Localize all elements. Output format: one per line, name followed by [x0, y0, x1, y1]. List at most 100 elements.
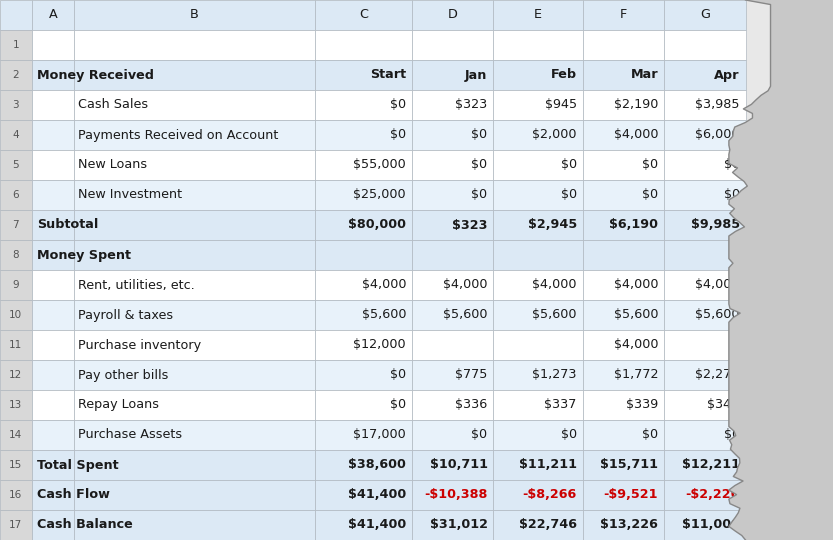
Text: 14: 14 — [9, 430, 22, 440]
Bar — [0, 60, 32, 90]
Bar — [664, 330, 746, 360]
Bar — [0, 120, 32, 150]
Text: $6,190: $6,190 — [609, 219, 658, 232]
Text: 16: 16 — [9, 490, 22, 500]
Text: $0: $0 — [561, 188, 576, 201]
Bar — [664, 90, 746, 120]
Bar — [315, 180, 412, 210]
Bar — [582, 150, 664, 180]
Text: $336: $336 — [456, 399, 487, 411]
Bar — [74, 390, 315, 420]
Bar — [74, 330, 315, 360]
Bar — [412, 180, 493, 210]
Text: $5,600: $5,600 — [362, 308, 406, 321]
Bar — [315, 420, 412, 450]
Text: $4,000: $4,000 — [532, 279, 576, 292]
Bar — [0, 480, 32, 510]
Bar — [582, 330, 664, 360]
Text: New Investment: New Investment — [78, 188, 182, 201]
Bar — [0, 90, 32, 120]
Bar — [493, 510, 582, 540]
Bar — [0, 240, 32, 270]
Text: $341: $341 — [707, 399, 740, 411]
Text: -$8,266: -$8,266 — [522, 489, 576, 502]
Text: $5,600: $5,600 — [614, 308, 658, 321]
Bar — [315, 450, 412, 480]
Bar — [664, 270, 746, 300]
Bar — [74, 240, 315, 270]
Bar — [582, 390, 664, 420]
Bar — [315, 60, 412, 90]
Text: $55,000: $55,000 — [353, 159, 406, 172]
Text: $339: $339 — [626, 399, 658, 411]
Bar — [32, 120, 74, 150]
Bar — [32, 180, 74, 210]
Bar — [664, 420, 746, 450]
Bar — [74, 180, 315, 210]
Text: $0: $0 — [724, 188, 740, 201]
Bar — [664, 150, 746, 180]
Bar — [315, 510, 412, 540]
Text: $25,000: $25,000 — [353, 188, 406, 201]
Text: Money Spent: Money Spent — [37, 248, 131, 261]
Bar — [493, 450, 582, 480]
Bar — [315, 0, 412, 30]
Bar — [412, 510, 493, 540]
Bar — [32, 390, 74, 420]
Text: $4,000: $4,000 — [696, 279, 740, 292]
Bar — [74, 510, 315, 540]
Bar — [74, 210, 315, 240]
Bar — [315, 30, 412, 60]
Bar — [493, 330, 582, 360]
Bar — [0, 0, 32, 30]
Bar — [664, 60, 746, 90]
Bar — [0, 450, 32, 480]
Bar — [32, 420, 74, 450]
Text: Cash Sales: Cash Sales — [78, 98, 148, 111]
Text: 8: 8 — [12, 250, 19, 260]
Bar — [74, 300, 315, 330]
Bar — [315, 270, 412, 300]
Bar — [412, 390, 493, 420]
Bar — [493, 480, 582, 510]
Bar — [582, 300, 664, 330]
Bar — [582, 510, 664, 540]
Bar — [493, 0, 582, 30]
Bar — [32, 480, 74, 510]
Bar — [0, 210, 32, 240]
Bar — [582, 120, 664, 150]
Polygon shape — [729, 0, 833, 540]
Bar — [493, 60, 582, 90]
Text: 11: 11 — [9, 340, 22, 350]
Bar — [32, 30, 74, 60]
Bar — [74, 450, 315, 480]
Bar — [664, 0, 746, 30]
Bar — [0, 270, 32, 300]
Bar — [315, 330, 412, 360]
Bar — [32, 450, 74, 480]
Bar — [664, 360, 746, 390]
Bar — [0, 300, 32, 330]
Text: $0: $0 — [561, 159, 576, 172]
Bar — [664, 390, 746, 420]
Text: -$9,521: -$9,521 — [604, 489, 658, 502]
Text: $31,012: $31,012 — [430, 518, 487, 531]
Text: 1: 1 — [12, 40, 19, 50]
Text: $0: $0 — [390, 98, 406, 111]
Bar — [582, 210, 664, 240]
Bar — [582, 0, 664, 30]
Text: $337: $337 — [545, 399, 576, 411]
Text: B: B — [190, 9, 199, 22]
Bar — [412, 0, 493, 30]
Text: $11,211: $11,211 — [519, 458, 576, 471]
Text: Apr: Apr — [714, 69, 740, 82]
Bar — [664, 30, 746, 60]
Bar — [582, 240, 664, 270]
Text: 9: 9 — [12, 280, 19, 290]
Text: $5,600: $5,600 — [696, 308, 740, 321]
Bar — [664, 480, 746, 510]
Bar — [74, 270, 315, 300]
Text: $4,000: $4,000 — [614, 129, 658, 141]
Text: $0: $0 — [390, 399, 406, 411]
Bar — [315, 210, 412, 240]
